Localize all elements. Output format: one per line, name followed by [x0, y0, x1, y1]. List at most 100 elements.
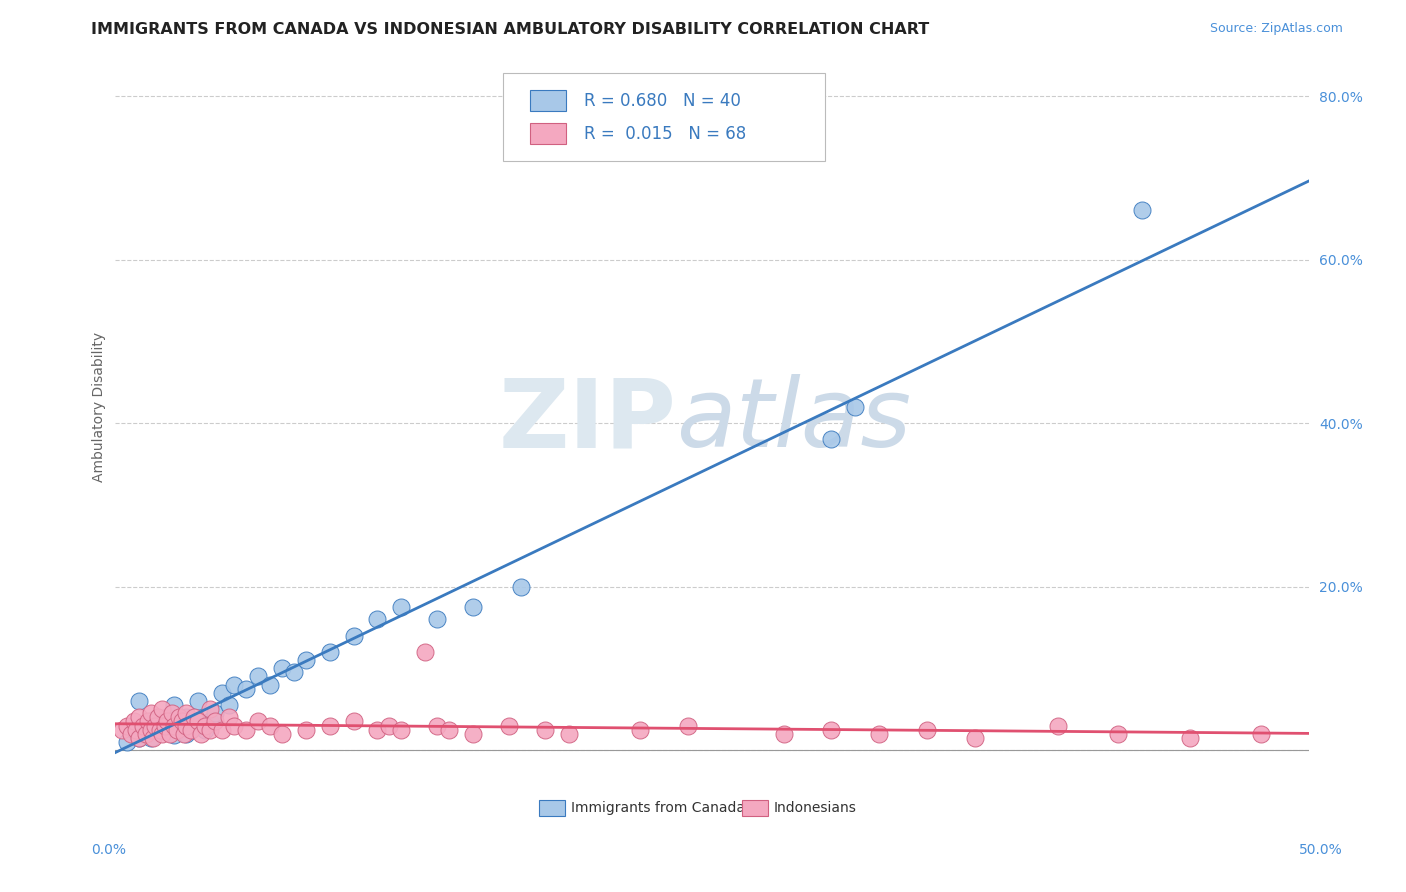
- Point: [533, 723, 555, 737]
- Point: [820, 433, 842, 447]
- Point: [143, 718, 166, 732]
- Point: [366, 612, 388, 626]
- Point: [413, 645, 436, 659]
- Point: [176, 727, 198, 741]
- Point: [218, 698, 240, 712]
- Point: [676, 718, 699, 732]
- Point: [170, 714, 193, 729]
- Point: [200, 723, 222, 737]
- Point: [318, 645, 340, 659]
- Point: [1130, 203, 1153, 218]
- Point: [149, 723, 172, 737]
- Point: [194, 723, 217, 737]
- Point: [235, 681, 257, 696]
- Point: [271, 661, 294, 675]
- Point: [200, 702, 222, 716]
- Point: [156, 714, 179, 729]
- Point: [915, 723, 938, 737]
- Point: [152, 702, 174, 716]
- Point: [160, 706, 183, 721]
- Point: [163, 698, 186, 712]
- Point: [294, 653, 316, 667]
- Point: [128, 731, 150, 745]
- Point: [139, 723, 162, 737]
- Point: [211, 686, 233, 700]
- Point: [498, 718, 520, 732]
- Point: [1250, 727, 1272, 741]
- Point: [426, 612, 449, 626]
- Point: [128, 731, 150, 745]
- Point: [628, 723, 651, 737]
- Point: [389, 723, 412, 737]
- Point: [247, 669, 270, 683]
- Point: [204, 706, 226, 721]
- Point: [1107, 727, 1129, 741]
- Point: [187, 714, 209, 729]
- Point: [283, 665, 305, 680]
- Point: [204, 714, 226, 729]
- Point: [318, 718, 340, 732]
- Point: [224, 718, 246, 732]
- Point: [259, 678, 281, 692]
- Text: Indonesians: Indonesians: [775, 801, 858, 815]
- Point: [224, 678, 246, 692]
- Text: Immigrants from Canada: Immigrants from Canada: [571, 801, 745, 815]
- Point: [187, 694, 209, 708]
- Point: [389, 599, 412, 614]
- Point: [166, 723, 188, 737]
- Point: [190, 727, 212, 741]
- Point: [200, 714, 222, 729]
- Point: [259, 718, 281, 732]
- Point: [156, 710, 179, 724]
- Point: [437, 723, 460, 737]
- Point: [235, 723, 257, 737]
- Point: [142, 731, 165, 745]
- Y-axis label: Ambulatory Disability: Ambulatory Disability: [93, 332, 107, 482]
- Point: [378, 718, 401, 732]
- Point: [122, 723, 145, 737]
- Point: [132, 718, 155, 732]
- Point: [132, 727, 155, 741]
- Point: [342, 714, 364, 729]
- Text: IMMIGRANTS FROM CANADA VS INDONESIAN AMBULATORY DISABILITY CORRELATION CHART: IMMIGRANTS FROM CANADA VS INDONESIAN AMB…: [91, 22, 929, 37]
- Point: [211, 723, 233, 737]
- Point: [159, 727, 181, 741]
- Point: [461, 599, 484, 614]
- Point: [152, 723, 174, 737]
- Point: [868, 727, 890, 741]
- Point: [146, 718, 169, 732]
- Point: [135, 727, 157, 741]
- Point: [153, 718, 176, 732]
- Point: [194, 718, 217, 732]
- Point: [294, 723, 316, 737]
- Point: [271, 727, 294, 741]
- Point: [772, 727, 794, 741]
- Text: R = 0.680   N = 40: R = 0.680 N = 40: [583, 92, 741, 110]
- Point: [1047, 718, 1070, 732]
- Point: [115, 718, 138, 732]
- Point: [163, 718, 186, 732]
- Point: [183, 710, 205, 724]
- Point: [173, 727, 195, 741]
- Point: [170, 718, 193, 732]
- Point: [461, 727, 484, 741]
- Point: [176, 718, 198, 732]
- Point: [163, 728, 186, 742]
- Point: [139, 731, 162, 745]
- Point: [844, 400, 866, 414]
- Point: [139, 706, 162, 721]
- FancyBboxPatch shape: [503, 73, 825, 161]
- Point: [146, 710, 169, 724]
- Point: [509, 580, 531, 594]
- Bar: [538, 800, 565, 816]
- Text: R =  0.015   N = 68: R = 0.015 N = 68: [583, 125, 747, 143]
- Point: [128, 710, 150, 724]
- Point: [120, 727, 142, 741]
- Text: atlas: atlas: [676, 375, 911, 467]
- Point: [115, 735, 138, 749]
- Bar: [530, 90, 567, 112]
- Text: 0.0%: 0.0%: [91, 843, 127, 857]
- Point: [187, 718, 209, 732]
- Point: [218, 710, 240, 724]
- Point: [366, 723, 388, 737]
